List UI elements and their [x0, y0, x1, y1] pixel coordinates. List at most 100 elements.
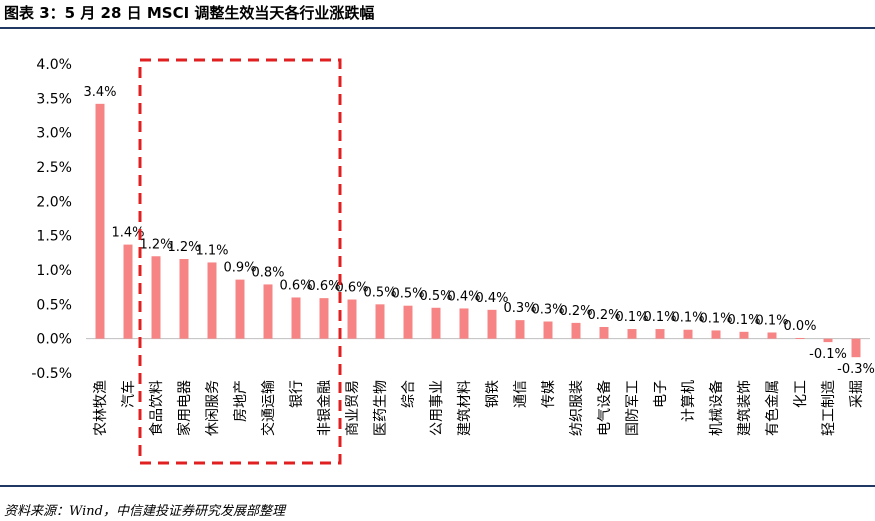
- category-label: 轻工制造: [821, 380, 837, 436]
- data-label: 0.5%: [363, 285, 396, 300]
- data-label: 0.2%: [587, 308, 620, 323]
- bar: [151, 256, 161, 339]
- data-label: 3.4%: [83, 85, 116, 100]
- bar: [767, 332, 777, 339]
- category-label: 食品饮料: [148, 380, 165, 436]
- category-label: 通信: [513, 380, 529, 408]
- category-label: 国防军工: [625, 380, 641, 436]
- footer-rule: [0, 485, 875, 487]
- category-label: 农林牧渔: [93, 380, 109, 436]
- category-label: 家用电器: [176, 380, 193, 436]
- data-label: 0.2%: [559, 304, 592, 319]
- category-label: 建筑装饰: [737, 380, 753, 436]
- y-tick-label: -0.5%: [31, 366, 72, 382]
- data-label: 0.0%: [783, 319, 816, 334]
- y-tick-label: 0.5%: [36, 297, 72, 313]
- bar: [347, 299, 357, 339]
- data-label: 1.2%: [139, 237, 172, 252]
- data-label: 0.3%: [503, 301, 536, 316]
- data-label: 0.5%: [391, 287, 424, 302]
- bar: [823, 338, 833, 343]
- data-label: 0.1%: [643, 310, 676, 325]
- category-label: 交通运输: [260, 380, 277, 436]
- data-label: -0.1%: [809, 347, 847, 362]
- bar: [179, 259, 189, 339]
- data-label: 0.6%: [307, 279, 340, 294]
- data-label: 0.6%: [279, 278, 312, 293]
- highlight-box: [138, 58, 342, 465]
- category-label: 纺织服装: [569, 380, 585, 436]
- category-label: 计算机: [681, 380, 697, 422]
- source-note: 资料来源：Wind，中信建投证券研究发展部整理: [4, 504, 285, 519]
- category-label: 钢铁: [485, 380, 501, 408]
- y-tick-label: 0.0%: [36, 332, 72, 348]
- data-label: 0.1%: [727, 313, 760, 328]
- figure-title: 图表 3：5 月 28 日 MSCI 调整生效当天各行业涨跌幅: [4, 4, 375, 22]
- data-label: 0.8%: [251, 265, 284, 280]
- bar: [655, 329, 665, 339]
- bar: [487, 309, 497, 339]
- y-tick-label: 4.0%: [36, 57, 72, 73]
- data-label: 0.1%: [671, 311, 704, 326]
- data-label: 0.6%: [335, 281, 368, 296]
- bar: [123, 244, 133, 339]
- y-tick-label: 3.0%: [36, 126, 72, 142]
- data-label: 0.5%: [419, 289, 452, 304]
- category-label: 有色金属: [764, 380, 781, 436]
- category-label: 公用事业: [429, 380, 445, 436]
- category-label: 汽车: [120, 380, 137, 408]
- bar: [543, 321, 553, 339]
- category-label: 银行: [289, 380, 305, 408]
- category-label: 采掘: [849, 380, 865, 408]
- category-label: 机械设备: [708, 380, 725, 436]
- y-tick-label: 2.5%: [36, 160, 72, 176]
- y-tick-label: 3.5%: [36, 91, 72, 107]
- data-label: 0.4%: [475, 291, 508, 306]
- bar: [851, 338, 861, 358]
- bar: [711, 330, 721, 339]
- data-label: 1.4%: [111, 226, 144, 241]
- bar: [431, 307, 441, 339]
- category-label: 电气设备: [596, 380, 613, 436]
- bar: [515, 320, 525, 339]
- category-label: 传媒: [541, 380, 557, 408]
- y-tick-label: 1.0%: [36, 263, 72, 279]
- category-label: 房地产: [233, 380, 249, 422]
- data-label: 0.3%: [531, 303, 564, 318]
- title-rule: [0, 27, 875, 29]
- bar: [739, 331, 749, 339]
- bar: [599, 326, 609, 339]
- category-label: 医药生物: [373, 380, 389, 436]
- data-label: 0.1%: [699, 311, 732, 326]
- bar-chart: -0.5% 0.0% 0.5% 1.0% 1.5% 2.0% 2.5% 3.0% 3.5% 4.0…: [31, 57, 875, 465]
- y-tick-label: 2.0%: [36, 194, 72, 210]
- bar: [459, 308, 469, 339]
- category-label: 非银金融: [317, 380, 333, 436]
- category-label: 商业贸易: [345, 380, 361, 436]
- bar: [235, 279, 245, 339]
- category-label: 电子: [653, 380, 669, 408]
- category-label: 建筑材料: [457, 380, 473, 436]
- bar: [627, 329, 637, 339]
- category-label: 综合: [401, 380, 417, 408]
- data-label: 1.1%: [195, 243, 228, 258]
- y-tick-label: 1.5%: [36, 229, 72, 245]
- data-label: -0.3%: [837, 362, 875, 377]
- bar: [319, 298, 329, 339]
- bar: [263, 284, 273, 339]
- category-label: 化工: [793, 380, 809, 408]
- data-label: 0.4%: [447, 289, 480, 304]
- bar: [683, 329, 693, 339]
- data-label: 0.9%: [223, 261, 256, 276]
- bar: [95, 103, 105, 339]
- bar: [291, 297, 301, 339]
- bar: [375, 304, 385, 339]
- bar: [207, 262, 217, 339]
- data-label: 0.1%: [615, 310, 648, 325]
- bar: [795, 337, 805, 339]
- bar: [571, 322, 581, 339]
- category-label: 休闲服务: [205, 380, 221, 436]
- data-label: 1.2%: [167, 240, 200, 255]
- bar: [403, 305, 413, 339]
- data-label: 0.1%: [755, 313, 788, 328]
